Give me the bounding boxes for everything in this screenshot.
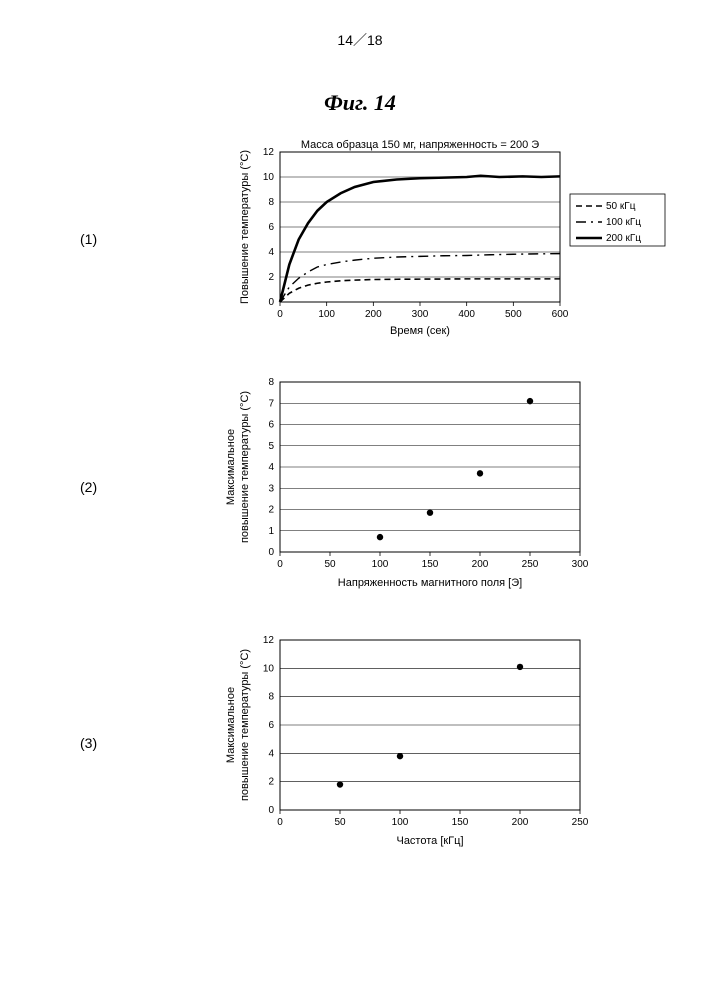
svg-text:50: 50 (334, 817, 346, 828)
chart2-row: (2) 0 1 2 3 4 5 6 7 8 0 50 100 150 200 250 300 Напряженн… (0, 372, 720, 602)
svg-text:Время (сек): Время (сек) (390, 325, 450, 337)
chart3-svg: 0 2 4 6 8 10 12 0 50 100 150 200 250 Частота [кГц] Мак… (40, 630, 680, 855)
svg-text:200: 200 (472, 559, 489, 570)
svg-text:6: 6 (268, 420, 274, 431)
svg-text:500: 500 (505, 309, 522, 320)
svg-text:4: 4 (268, 462, 274, 473)
chart3-panel-label: (3) (80, 735, 97, 751)
svg-text:200 кГц: 200 кГц (606, 233, 641, 244)
svg-text:100 кГц: 100 кГц (606, 217, 641, 228)
svg-text:150: 150 (452, 817, 469, 828)
svg-text:100: 100 (318, 309, 335, 320)
svg-text:400: 400 (458, 309, 475, 320)
svg-text:50: 50 (324, 559, 336, 570)
chart1-row: (1) 0 2 4 6 8 10 12 0 100 200 300 400 500 600 Масса об… (0, 134, 720, 344)
svg-text:150: 150 (422, 559, 439, 570)
svg-text:8: 8 (268, 377, 274, 388)
page-number: 14／18 (0, 30, 720, 50)
svg-text:0: 0 (268, 805, 274, 816)
svg-text:250: 250 (522, 559, 539, 570)
svg-text:12: 12 (263, 147, 275, 158)
svg-text:1: 1 (268, 526, 274, 537)
svg-text:4: 4 (268, 247, 274, 258)
chart1-panel-label: (1) (80, 231, 97, 247)
svg-text:0: 0 (268, 547, 274, 558)
svg-text:200: 200 (365, 309, 382, 320)
chart2-svg: 0 1 2 3 4 5 6 7 8 0 50 100 150 200 250 300 Напряженность… (40, 372, 680, 602)
svg-text:0: 0 (277, 309, 283, 320)
svg-text:100: 100 (392, 817, 409, 828)
svg-text:Частота [кГц]: Частота [кГц] (396, 835, 463, 847)
svg-text:2: 2 (268, 272, 274, 283)
figure-title: Фиг. 14 (0, 90, 720, 116)
svg-text:5: 5 (268, 441, 274, 452)
svg-text:Масса образца 150 мг, напряжен: Масса образца 150 мг, напряженность = 20… (301, 139, 539, 151)
svg-text:6: 6 (268, 222, 274, 233)
svg-text:200: 200 (512, 817, 529, 828)
svg-text:0: 0 (268, 297, 274, 308)
svg-text:10: 10 (263, 663, 275, 674)
svg-text:8: 8 (268, 197, 274, 208)
chart3-row: (3) 0 2 4 6 8 10 12 0 50 100 150 200 250 Частота [кГц… (0, 630, 720, 855)
svg-text:Повышение температуры (°C): Повышение температуры (°C) (239, 150, 251, 304)
svg-text:Напряженность магнитного поля: Напряженность магнитного поля [Э] (338, 577, 522, 589)
svg-text:2: 2 (268, 505, 274, 516)
svg-text:7: 7 (268, 398, 274, 409)
svg-text:100: 100 (372, 559, 389, 570)
svg-text:повышение температуры (°C): повышение температуры (°C) (239, 649, 251, 801)
page-container: 14／18 Фиг. 14 (1) 0246810120100200300400… (0, 0, 720, 923)
svg-text:10: 10 (263, 172, 275, 183)
chart2-panel-label: (2) (80, 479, 97, 495)
svg-text:250: 250 (572, 817, 589, 828)
svg-text:300: 300 (412, 309, 429, 320)
svg-text:0: 0 (277, 817, 283, 828)
svg-text:повышение температуры (°C): повышение температуры (°C) (239, 391, 251, 543)
svg-text:0: 0 (277, 559, 283, 570)
svg-text:600: 600 (552, 309, 569, 320)
svg-text:Максимальное: Максимальное (225, 429, 237, 505)
svg-text:6: 6 (268, 720, 274, 731)
svg-text:3: 3 (268, 483, 274, 494)
svg-text:50 кГц: 50 кГц (606, 201, 636, 212)
svg-text:12: 12 (263, 635, 275, 646)
svg-text:Максимальное: Максимальное (225, 687, 237, 763)
svg-text:4: 4 (268, 748, 274, 759)
chart1-svg: 0 2 4 6 8 10 12 0 100 200 300 400 500 600 Масса образц… (40, 134, 680, 344)
svg-text:300: 300 (572, 559, 589, 570)
svg-text:8: 8 (268, 692, 274, 703)
svg-text:2: 2 (268, 777, 274, 788)
